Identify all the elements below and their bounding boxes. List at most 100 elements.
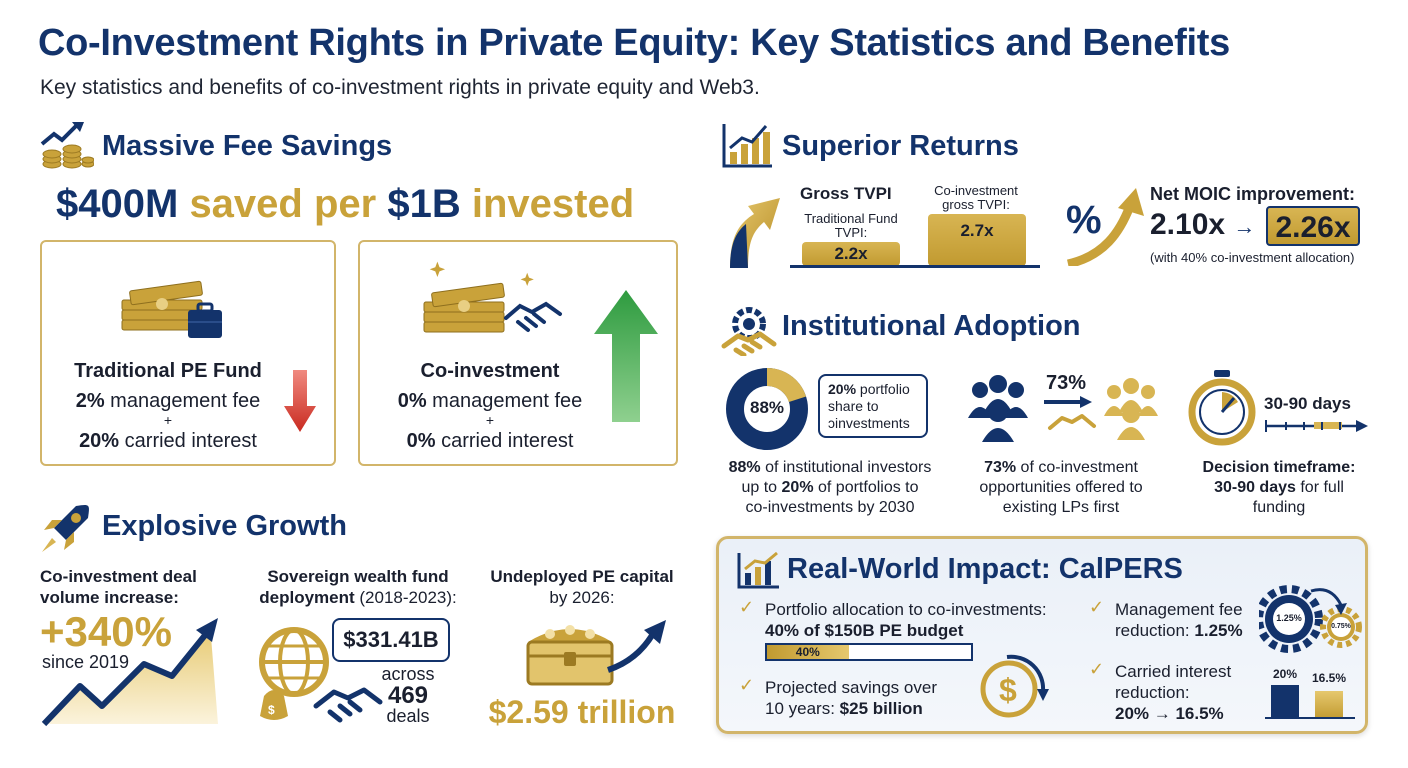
savings-value: $25 billion: [839, 699, 923, 718]
swf-across: across: [381, 664, 435, 684]
tvpi-baseline: [790, 265, 1040, 268]
adoption-donut: [726, 368, 808, 450]
rocket-icon: [42, 505, 89, 552]
coinvest-carry-label: carried interest: [441, 430, 574, 452]
stat1-portfolios: of portfolios to: [818, 479, 919, 496]
moic-from: 2.10x: [1150, 208, 1226, 241]
globe-handshake-icon: $: [259, 627, 383, 723]
carry-baseline: [1265, 717, 1355, 719]
timeline-arrow: [1265, 420, 1368, 432]
deal-volume-label: Co-investment deal volume increase:: [40, 566, 197, 608]
calpers-carry: Carried interest reduction: 20% → 16.5%: [1115, 661, 1231, 724]
dollar-cycle-icon: $: [980, 654, 1049, 718]
coinvest-fee: 0% management fee: [360, 390, 620, 413]
treasure-chest-icon: [526, 620, 666, 686]
adoption-heading: Institutional Adoption: [782, 310, 1081, 342]
stat2-text-3: existing LPs first: [1002, 499, 1120, 516]
gross-tvpi-label: Gross TVPI: [800, 184, 892, 203]
stat3-days: 30-90 days: [1214, 479, 1296, 496]
people-handshake-icon: [968, 375, 1158, 442]
red-arrow-down-icon: [284, 370, 316, 432]
gold-arrow-up-icon: [730, 198, 780, 268]
co-tvpi-value: 2.7x: [928, 214, 1026, 266]
stat2-pct: 73%: [984, 459, 1017, 476]
growth-chart-icon: [41, 618, 218, 727]
allocation-label: Portfolio allocation to co-investments:: [765, 600, 1047, 619]
headline-saved: saved per: [189, 182, 377, 226]
svg-text:$: $: [999, 672, 1017, 708]
stat1-target: co-investments by 2030: [745, 499, 915, 516]
bubble-text-1: portfolio: [859, 381, 910, 397]
fee-savings-headline: $400M saved per $1B invested: [56, 182, 634, 227]
carry-reduction: reduction:: [1115, 683, 1190, 702]
check-icon: ✓: [1089, 659, 1105, 679]
undeployed-label: Undeployed PE capital by 2026:: [482, 566, 682, 608]
deal-volume-label-1: Co-investment deal: [40, 567, 197, 586]
stopwatch-icon: [1188, 370, 1256, 446]
traditional-plus: +: [163, 412, 173, 428]
moic-to: 2.26x: [1266, 206, 1360, 246]
adoption-stat-73: 73% of co-investment opportunities offer…: [950, 458, 1172, 518]
green-arrow-up-icon: [594, 290, 658, 422]
swf-deals: across 469 deals: [368, 664, 448, 727]
swf-label-2: deployment: [259, 588, 355, 607]
swf-value: $331.41B: [343, 627, 439, 652]
deal-volume-since: since 2019: [42, 652, 130, 672]
stat1-pct: 88%: [728, 459, 761, 476]
savings-period: 10 years:: [765, 699, 835, 718]
stat3-label: Decision timeframe:: [1202, 459, 1356, 476]
building-chart-icon: [737, 551, 779, 589]
traditional-pe-card: Traditional PE Fund 2% management fee + …: [40, 240, 336, 466]
check-icon: ✓: [739, 597, 755, 617]
traditional-carry-pct: 20%: [79, 430, 120, 452]
swf-label: Sovereign wealth fund deployment (2018-2…: [238, 566, 478, 608]
swf-deal-count: 469: [387, 682, 429, 709]
people-pct: 73%: [1046, 372, 1087, 394]
adoption-stat-timeframe: Decision timeframe: 30-90 days for full …: [1184, 458, 1374, 518]
deal-volume-value: +340%: [40, 608, 172, 655]
mgmt-fee-value: 1.25%: [1194, 621, 1243, 640]
calpers-heading: Real-World Impact: CalPERS: [787, 553, 1183, 585]
traditional-fee-label: management fee: [110, 390, 261, 412]
carry-bar-2: [1315, 690, 1343, 719]
mgmt-fee-label: Management fee: [1115, 600, 1243, 619]
cash-handshake-icon: [423, 261, 562, 333]
cash-briefcase-icon: [121, 280, 222, 338]
fee-savings-heading: Massive Fee Savings: [102, 130, 393, 162]
timeframe-label: 30-90 days: [1264, 394, 1351, 413]
traditional-carry-label: carried interest: [124, 430, 257, 452]
coinvest-fee-pct: 0%: [397, 390, 427, 412]
coinvest-plus: +: [485, 412, 495, 428]
adoption-stat-88: 88% of institutional investors up to 20%…: [700, 458, 960, 518]
carry-bar-2-label: 16.5%: [1311, 671, 1347, 685]
coinvestment-card: Co-investment 0% management fee + 0% car…: [358, 240, 678, 466]
percent-symbol: %: [1066, 198, 1102, 242]
co-tvpi-label: Co-investment gross TVPI:: [934, 183, 1018, 212]
swf-label-3: (2018-2023):: [359, 588, 457, 607]
bubble-text-3: ↄinvestments: [828, 415, 910, 431]
donut-share-arc: [726, 368, 808, 450]
moic-label: Net MOIC improvement:: [1150, 184, 1356, 204]
coinvest-title: Co-investment: [420, 360, 560, 382]
calpers-panel: Real-World Impact: CalPERS ✓ Portfolio a…: [716, 536, 1368, 734]
traditional-carry: 20% carried interest: [42, 430, 294, 453]
carry-bar-1-label: 20%: [1272, 667, 1298, 681]
traditional-fee-pct: 2%: [75, 390, 105, 412]
allocation-bar-fill: 40%: [767, 645, 849, 659]
swf-deals-label: deals: [386, 706, 430, 726]
check-icon: ✓: [1089, 597, 1105, 617]
undeployed-label-1: Undeployed PE capital: [490, 567, 674, 586]
trad-tvpi-value: 2.2x: [802, 242, 900, 266]
svg-text:$: $: [268, 703, 275, 717]
page-title: Co-Investment Rights in Private Equity: …: [38, 22, 1230, 64]
undeployed-value: $2.59 trillion: [488, 694, 676, 730]
gold-curve-arrow-icon: [1066, 188, 1144, 266]
portfolio-share-bubble: 20% portfolio share to ↄinvestments: [818, 374, 928, 438]
headline-base: $1B: [387, 182, 461, 226]
allocation-bar: 40%: [765, 643, 973, 661]
page-subtitle: Key statistics and benefits of co-invest…: [40, 76, 760, 99]
mgmt-fee-reduction: reduction:: [1115, 621, 1190, 640]
deal-volume-label-2: volume increase:: [40, 588, 179, 607]
coins-growth-icon: [40, 122, 94, 169]
coinvest-fee-label: management fee: [432, 390, 583, 412]
